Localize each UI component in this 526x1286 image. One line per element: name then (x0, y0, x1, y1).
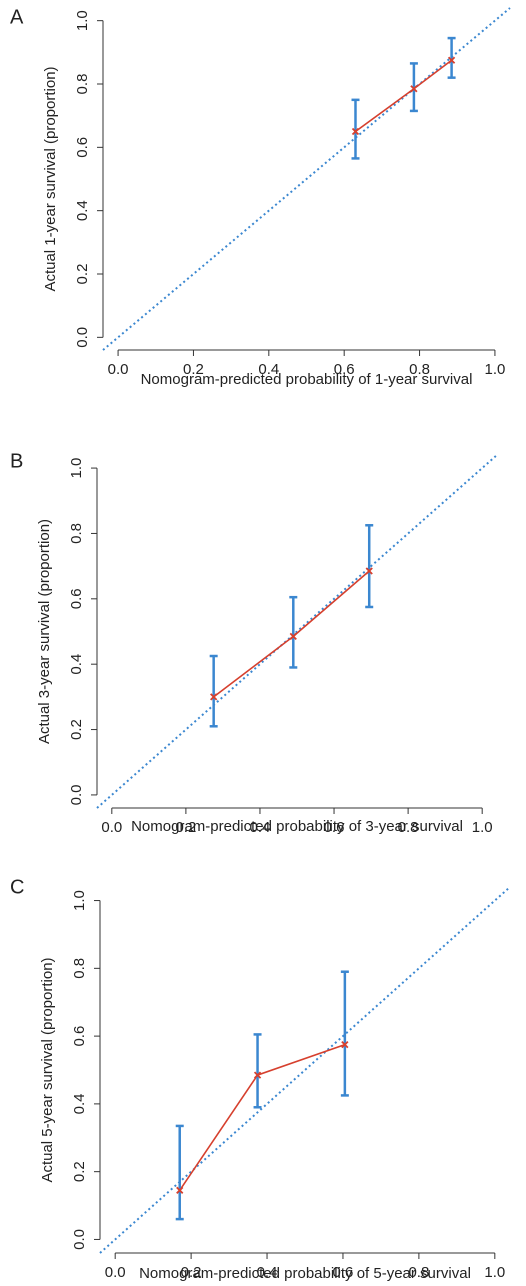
x-tick-label: 1.0 (472, 819, 493, 836)
point-marker (410, 85, 418, 93)
x-axis-title: Nomogram-predicted probability of 3-year… (131, 818, 463, 835)
y-tick-label: 0.8 (68, 523, 85, 544)
y-tick-label: 1.0 (68, 458, 85, 479)
x-axis-title: Nomogram-predicted probability of 1-year… (141, 371, 473, 388)
y-tick-label: 0.2 (74, 264, 91, 285)
x-tick-label: 0.0 (108, 361, 129, 378)
panel-label: B (10, 450, 23, 472)
y-tick-label: 0.8 (71, 958, 88, 979)
y-tick-label: 0.6 (68, 588, 85, 609)
point-marker (351, 127, 360, 136)
y-axis-title: Actual 3-year survival (proportion) (36, 519, 53, 744)
point-marker (176, 1186, 184, 1194)
x-tick-label: 0.8 (408, 1264, 429, 1281)
x-tick-label: 0.4 (258, 361, 279, 378)
calibration-line (355, 59, 453, 133)
y-tick-label: 0.4 (71, 1093, 88, 1114)
reference-line (99, 886, 511, 1254)
y-tick-label: 0.6 (71, 1026, 88, 1047)
calibration-line (179, 1043, 346, 1191)
x-tick-label: 0.2 (181, 1264, 202, 1281)
y-tick-label: 0.2 (71, 1161, 88, 1182)
x-tick-label: 0.2 (183, 361, 204, 378)
reference-line (96, 454, 498, 809)
x-tick-label: 0.8 (409, 361, 430, 378)
x-tick-label: 0.0 (101, 819, 122, 836)
x-axis-title: Nomogram-predicted probability of 5-year… (139, 1265, 471, 1282)
point-marker (341, 1040, 349, 1049)
y-tick-label: 0.8 (74, 74, 91, 95)
x-tick-label: 0.0 (105, 1264, 126, 1281)
x-tick-label: 0.6 (334, 361, 355, 378)
reference-line (102, 7, 511, 351)
x-tick-label: 0.8 (398, 819, 419, 836)
x-tick-label: 0.2 (175, 819, 196, 836)
point-marker (253, 1071, 262, 1079)
panel-label: C (10, 876, 24, 898)
point-marker (365, 567, 373, 575)
point-marker (289, 632, 297, 641)
x-tick-label: 0.4 (257, 1264, 278, 1281)
y-tick-label: 0.4 (68, 654, 85, 675)
y-tick-label: 1.0 (71, 890, 88, 911)
x-tick-label: 0.4 (250, 819, 271, 836)
y-tick-label: 0.0 (68, 784, 85, 805)
x-tick-label: 0.6 (333, 1264, 354, 1281)
point-marker (210, 693, 218, 701)
x-tick-label: 1.0 (484, 361, 505, 378)
y-tick-label: 0.0 (74, 327, 91, 348)
x-tick-label: 1.0 (484, 1264, 505, 1281)
x-tick-label: 0.6 (324, 819, 345, 836)
y-tick-label: 0.6 (74, 137, 91, 158)
y-tick-label: 1.0 (74, 10, 91, 31)
y-axis-title: Actual 5-year survival (proportion) (39, 957, 56, 1182)
y-tick-label: 0.4 (74, 200, 91, 221)
point-marker (447, 56, 456, 64)
y-axis-title: Actual 1-year survival (proportion) (42, 66, 59, 291)
y-tick-label: 0.0 (71, 1229, 88, 1250)
y-tick-label: 0.2 (68, 719, 85, 740)
panel-label: A (10, 6, 24, 28)
